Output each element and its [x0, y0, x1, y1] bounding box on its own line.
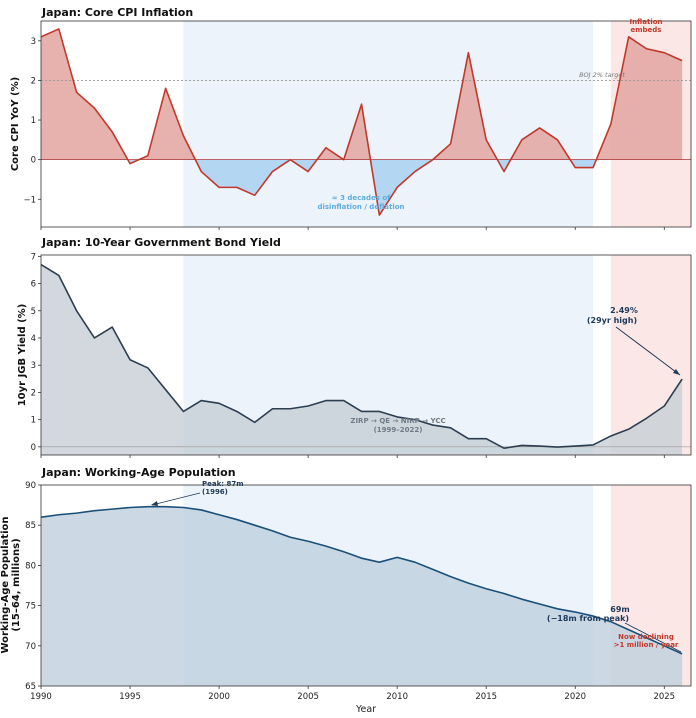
population-xlabel: Year [355, 704, 376, 715]
population-ytick-label: 75 [25, 602, 36, 612]
cpi-ylabel: Core CPI YoY (%) [10, 77, 21, 171]
jgb-peak-arrowhead [673, 369, 680, 375]
population-ytick-label: 85 [25, 521, 36, 531]
cpi-plot-area [41, 21, 691, 227]
jgb-frame [40, 254, 692, 456]
population-xtick-label: 2005 [297, 692, 319, 702]
jgb-peak-label-line1: 2.49% [610, 306, 638, 315]
population-ylabel-line1: Working-Age Population [0, 517, 11, 654]
population-frame [40, 484, 692, 687]
jgb-policy-label-line1: ZIRP → QE → NIRP → YCC [350, 417, 445, 425]
jgb-area [41, 264, 683, 455]
cpi-ytick-label: 0 [31, 156, 36, 166]
population-decline-label-line1: Now declining [618, 633, 674, 641]
jgb-title: Japan: 10-Year Government Bond Yield [41, 236, 281, 249]
population-ylabel-line2: (15–64, millions) [11, 538, 22, 631]
jgb-peak-label-line2: (29yr high) [587, 316, 637, 325]
jgb-ytick-label: 4 [31, 334, 36, 344]
cpi-ytick-label: 1 [31, 116, 36, 126]
population-ytick-label: 90 [25, 481, 36, 491]
jgb-ytick-label: 5 [31, 307, 36, 317]
population-current-label-line1: 69m [610, 605, 629, 614]
population-ytick-label: 65 [25, 682, 36, 692]
jgb-ytick-label: 1 [31, 416, 36, 426]
cpi-annotation-line1: ≈ 3 decades of [332, 194, 391, 202]
jgb-panel: Japan: 10-Year Government Bond Yield 10y… [17, 236, 692, 458]
population-xtick-label: 2015 [475, 692, 497, 702]
cpi-ytick-label: −1 [23, 195, 36, 205]
jgb-ytick-label: 0 [31, 443, 36, 453]
jgb-policy-label-line2: (1999–2022) [374, 426, 423, 434]
population-xtick-label: 2000 [208, 692, 230, 702]
cpi-ytick-label: 2 [31, 76, 36, 86]
population-current-label-line2: (−18m from peak) [547, 614, 629, 623]
jgb-ytick-label: 6 [31, 280, 36, 290]
population-peak-arrow [151, 492, 201, 506]
population-xtick-label: 2020 [564, 692, 586, 702]
cpi-area-positive [41, 28, 683, 160]
cpi-panel: Japan: Core CPI Inflation Core CPI YoY (… [10, 6, 692, 230]
cpi-inflation-label-line2: embeds [631, 26, 662, 34]
population-peak-label-line2: (1996) [202, 488, 228, 496]
jgb-plot-area [41, 255, 691, 455]
cpi-ytick-label: 3 [31, 37, 36, 47]
cpi-annotation-line2: disinflation / deflation [317, 203, 404, 211]
population-xtick-label: 2010 [386, 692, 408, 702]
jgb-peak-arrow [615, 326, 681, 376]
jgb-ytick-label: 2 [31, 388, 36, 398]
population-decline-label-line2: >1 million / year [614, 641, 679, 649]
population-xtick-label: 1990 [30, 692, 52, 702]
population-ytick-label: 70 [25, 642, 36, 652]
population-peak-arrowhead [151, 501, 158, 506]
population-current-arrow [624, 622, 682, 653]
population-title: Japan: Working-Age Population [41, 466, 236, 479]
population-peak-label-line1: Peak: 87m [202, 480, 244, 488]
population-area [41, 506, 683, 686]
population-xtick-label: 2025 [653, 692, 675, 702]
cpi-title: Japan: Core CPI Inflation [41, 6, 193, 19]
cpi-frame [40, 20, 692, 228]
jgb-ylabel: 10yr JGB Yield (%) [17, 304, 28, 407]
jgb-ytick-label: 7 [31, 252, 36, 262]
population-plot-area [41, 485, 691, 686]
cpi-target-label: BOJ 2% target [579, 71, 625, 79]
jgb-ytick-label: 3 [31, 361, 36, 371]
population-panel: Japan: Working-Age Population Working-Ag… [0, 466, 692, 715]
population-xtick-label: 1995 [119, 692, 141, 702]
cpi-inflation-label-line1: Inflation [629, 18, 662, 26]
population-ytick-label: 80 [25, 561, 36, 571]
